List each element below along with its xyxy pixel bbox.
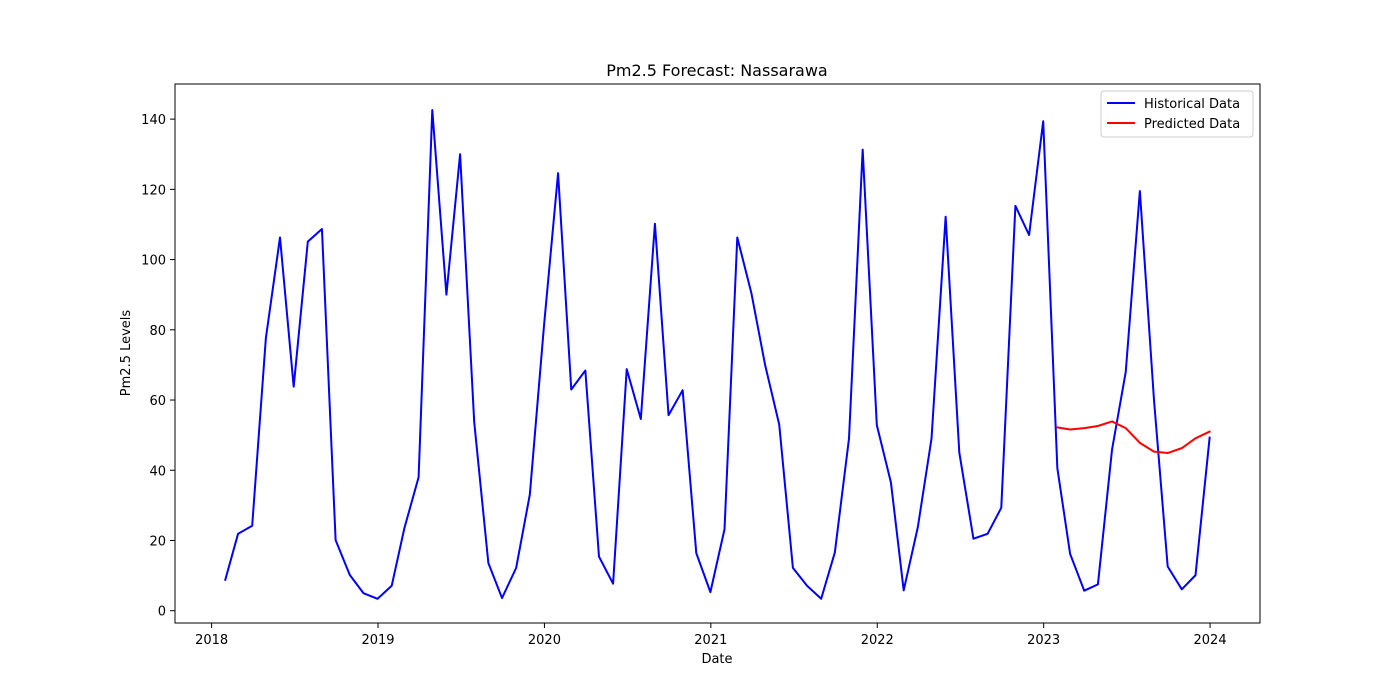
x-tick-label: 2022 bbox=[861, 633, 894, 648]
y-tick-label: 80 bbox=[149, 324, 166, 339]
plot-area bbox=[224, 108, 1211, 600]
y-tick-label: 60 bbox=[149, 394, 166, 409]
y-axis: 0 20 40 60 80 100 120 140 bbox=[141, 113, 175, 620]
series-line-predicted bbox=[1056, 420, 1211, 455]
x-tick-label: 2021 bbox=[694, 633, 727, 648]
y-axis-title: Pm2.5 Levels bbox=[119, 310, 134, 397]
chart-title: Pm2.5 Forecast: Nassarawa bbox=[606, 61, 827, 80]
legend-box bbox=[1100, 90, 1254, 138]
y-tick-label: 20 bbox=[149, 534, 166, 549]
y-tick-label: 0 bbox=[158, 605, 166, 620]
x-tick-label: 2020 bbox=[528, 633, 561, 648]
x-tick-label: 2019 bbox=[361, 633, 394, 648]
x-axis: 2018 2019 2020 2021 2022 2023 2024 bbox=[195, 623, 1227, 648]
y-tick-label: 140 bbox=[141, 113, 166, 128]
x-axis-title: Date bbox=[701, 652, 732, 667]
series-line-historical bbox=[224, 108, 1211, 600]
legend: Historical Data Predicted Data bbox=[1100, 90, 1254, 138]
legend-label: Predicted Data bbox=[1144, 117, 1240, 132]
y-tick-label: 40 bbox=[149, 464, 166, 479]
legend-label: Historical Data bbox=[1144, 97, 1240, 112]
y-tick-label: 100 bbox=[141, 254, 166, 269]
x-tick-label: 2024 bbox=[1194, 633, 1227, 648]
plot-frame bbox=[174, 83, 1261, 624]
x-tick-label: 2023 bbox=[1027, 633, 1060, 648]
y-tick-label: 120 bbox=[141, 183, 166, 198]
x-tick-label: 2018 bbox=[195, 633, 228, 648]
